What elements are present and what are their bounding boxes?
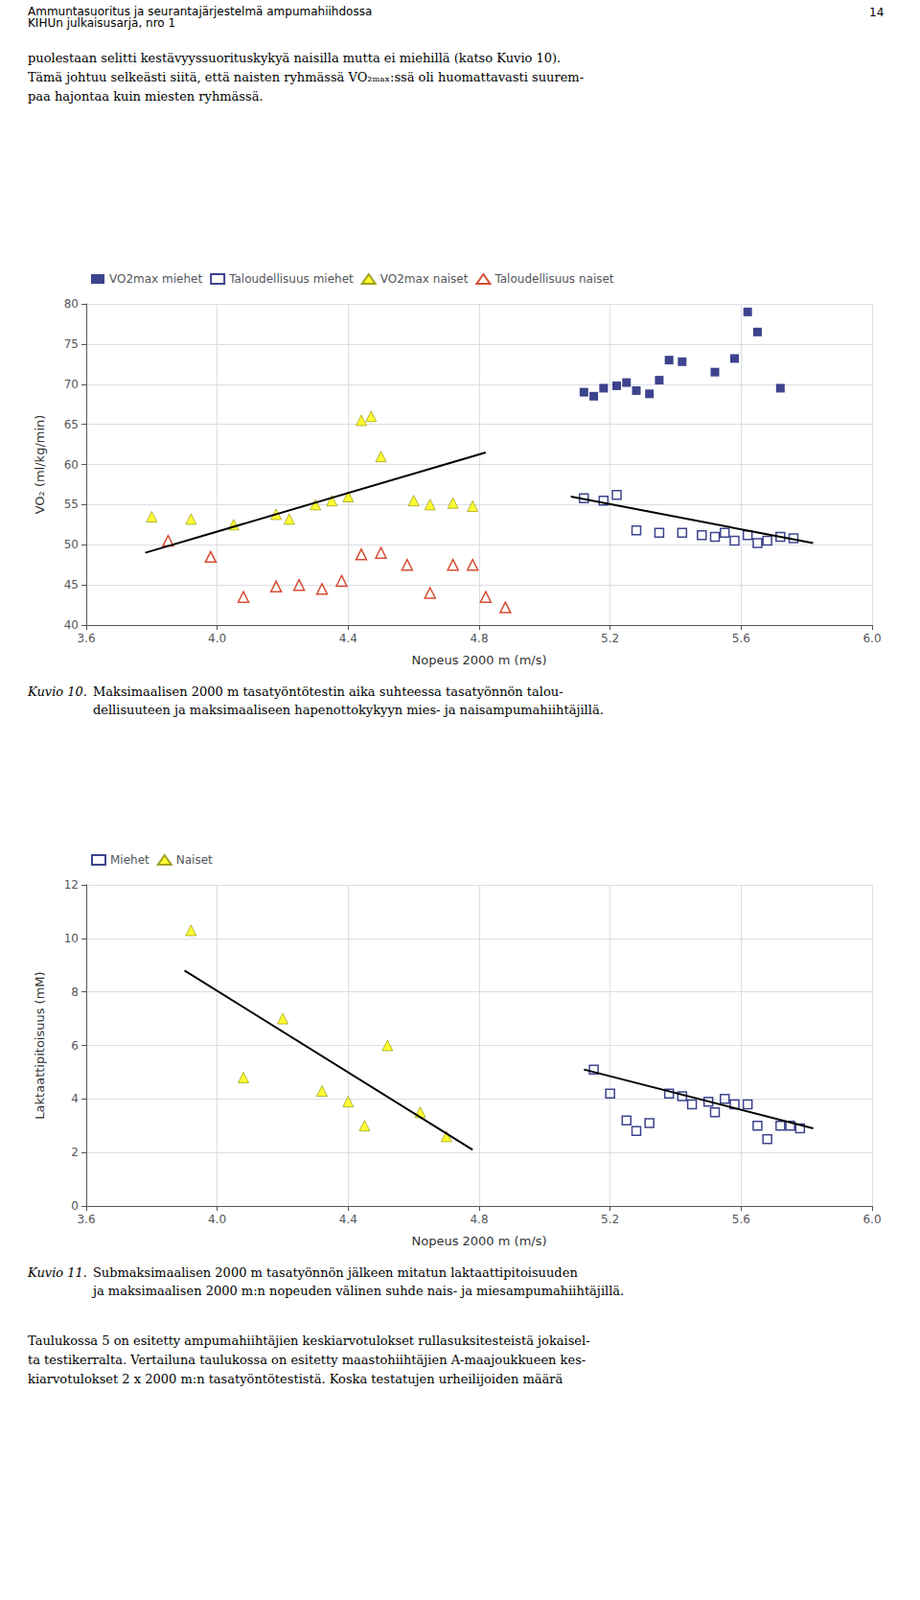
svg-text:3.6: 3.6	[76, 631, 95, 645]
svg-text:5.2: 5.2	[600, 1212, 620, 1226]
svg-text:3.6: 3.6	[76, 1212, 95, 1226]
html-text:puolestaan selitti kestävyyssu: puolestaan selitti kestävyyssuorituskyky…	[27, 50, 584, 104]
svg-text:55: 55	[64, 497, 79, 511]
html-text:14: 14	[869, 5, 884, 20]
svg-text:40: 40	[64, 618, 79, 632]
html-text:Kuvio 10. Maksimaalisen 2000 m: Kuvio 10. Maksimaalisen 2000 m tasatyönt…	[27, 684, 604, 717]
svg-text:12: 12	[64, 877, 79, 892]
svg-text:4.4: 4.4	[339, 631, 358, 645]
svg-text:45: 45	[64, 577, 79, 592]
svg-text:Laktaattipitoisuus (mM): Laktaattipitoisuus (mM)	[32, 970, 47, 1119]
svg-text:70: 70	[64, 377, 79, 391]
svg-text:75: 75	[64, 337, 79, 351]
svg-text:5.6: 5.6	[732, 631, 751, 645]
svg-text:6.0: 6.0	[862, 1212, 881, 1226]
svg-text:4.0: 4.0	[207, 631, 227, 645]
svg-text:Naiset: Naiset	[176, 852, 213, 867]
html-text:KIHUn julkaisusarja, nro 1: KIHUn julkaisusarja, nro 1	[27, 16, 176, 30]
html-text:Ammuntasuoritus ja seurantajär: Ammuntasuoritus ja seurantajärjestelmä a…	[27, 4, 373, 19]
svg-text:0: 0	[70, 1198, 79, 1213]
svg-text:Miehet: Miehet	[110, 852, 150, 867]
svg-text:80: 80	[64, 297, 79, 311]
svg-text:VO2max naiset: VO2max naiset	[380, 272, 469, 286]
svg-text:4.4: 4.4	[339, 1212, 358, 1226]
svg-text:6: 6	[70, 1038, 79, 1053]
svg-text:6.0: 6.0	[862, 631, 881, 645]
html-text:Taulukossa 5 on esitetty ampum: Taulukossa 5 on esitetty ampumahiihtäjie…	[27, 1333, 590, 1386]
svg-text:4: 4	[70, 1091, 79, 1105]
svg-text:10: 10	[64, 931, 79, 945]
svg-text:50: 50	[64, 537, 79, 552]
svg-text:Nopeus 2000 m (m/s): Nopeus 2000 m (m/s)	[411, 1233, 547, 1248]
svg-text:VO2max miehet: VO2max miehet	[109, 272, 203, 286]
svg-text:65: 65	[64, 417, 79, 432]
svg-text:5.6: 5.6	[732, 1212, 751, 1226]
svg-text:Nopeus 2000 m (m/s): Nopeus 2000 m (m/s)	[411, 652, 547, 667]
svg-text:8: 8	[70, 985, 79, 999]
svg-text:4.8: 4.8	[469, 1212, 488, 1226]
svg-text:60: 60	[64, 458, 79, 472]
svg-text:5.2: 5.2	[600, 631, 620, 645]
svg-text:4.0: 4.0	[207, 1212, 227, 1226]
svg-text:2: 2	[70, 1145, 79, 1159]
html-text:Kuvio 11. Submaksimaalisen 200: Kuvio 11. Submaksimaalisen 2000 m tasaty…	[27, 1265, 625, 1298]
svg-text:VO₂ (ml/kg/min): VO₂ (ml/kg/min)	[32, 414, 47, 515]
svg-text:Taloudellisuus miehet: Taloudellisuus miehet	[228, 272, 354, 286]
svg-text:Taloudellisuus naiset: Taloudellisuus naiset	[493, 272, 614, 286]
svg-text:4.8: 4.8	[469, 631, 488, 645]
